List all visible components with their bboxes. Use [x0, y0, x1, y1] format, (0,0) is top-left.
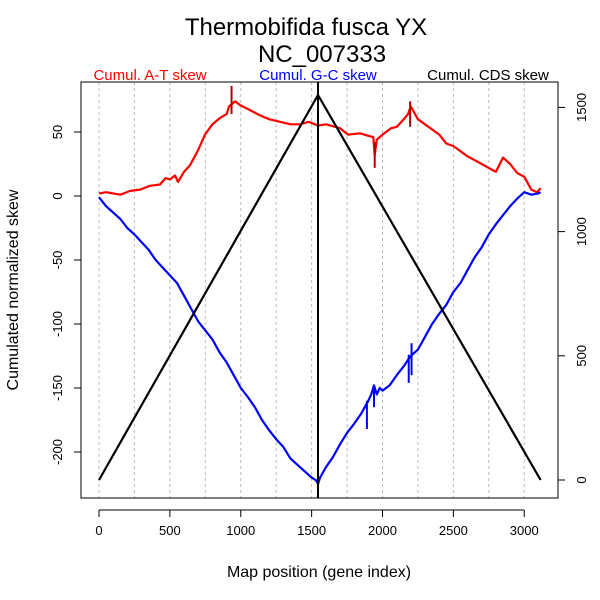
x-tick-label: 0 [95, 523, 102, 538]
y-left-tick-label: -150 [50, 375, 65, 401]
y-right-tick-label: 1500 [574, 93, 589, 122]
legend-gc-skew: Cumul. G-C skew [259, 67, 377, 84]
legend-at-skew: Cumul. A-T skew [93, 67, 206, 84]
x-tick-label: 500 [159, 523, 181, 538]
x-axis-label: Map position (gene index) [227, 564, 411, 581]
x-tick-label: 2500 [439, 523, 468, 538]
x-tick-label: 3000 [510, 523, 539, 538]
x-tick-label: 1500 [297, 523, 326, 538]
y-right-tick-label: 1000 [574, 217, 589, 246]
x-tick-label: 1000 [226, 523, 255, 538]
chart-subtitle: NC_007333 [258, 41, 386, 68]
y-right-tick-label: 500 [574, 345, 589, 367]
y-right-tick-label: 0 [574, 476, 589, 483]
y-left-tick-label: -100 [50, 311, 65, 337]
chart-title: Thermobifida fusca YX [185, 14, 427, 41]
y-left-tick-label: 0 [50, 192, 65, 199]
y-left-tick-label: -200 [50, 439, 65, 465]
y-left-tick-label: 50 [50, 125, 65, 139]
y-axis-label: Cumulated normalized skew [5, 189, 22, 390]
x-tick-label: 2000 [368, 523, 397, 538]
legend-cds-skew: Cumul. CDS skew [427, 67, 549, 84]
y-left-tick-label: -50 [50, 251, 65, 270]
